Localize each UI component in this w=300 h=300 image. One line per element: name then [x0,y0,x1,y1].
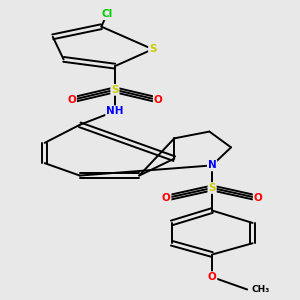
Text: NH: NH [106,106,124,116]
Text: O: O [208,272,217,282]
Text: S: S [208,183,216,193]
Text: N: N [208,160,217,170]
Text: Cl: Cl [101,9,112,19]
Text: O: O [67,95,76,105]
Text: S: S [111,85,119,95]
Text: CH₃: CH₃ [252,285,270,294]
Text: O: O [162,193,171,203]
Text: O: O [254,193,262,203]
Text: S: S [149,44,157,54]
Text: O: O [154,95,163,105]
